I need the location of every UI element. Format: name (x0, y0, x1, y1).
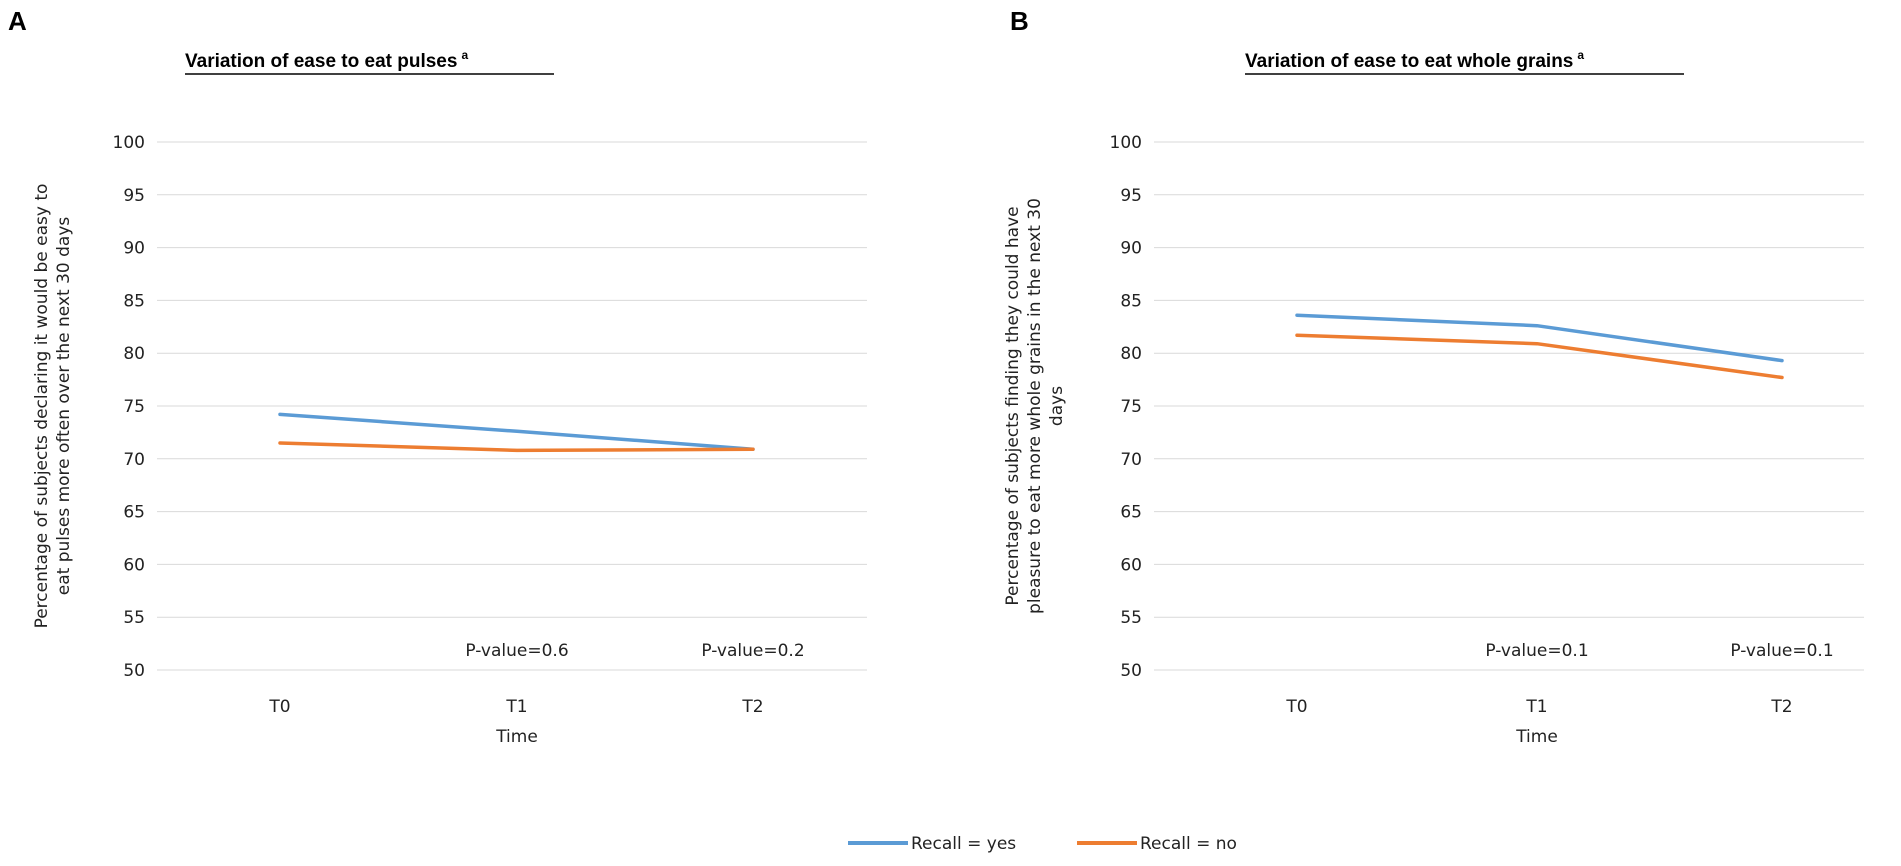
y-tick-label-a-70: 70 (123, 450, 145, 470)
y-tick-label-b-100: 100 (1110, 133, 1142, 153)
chart-title-a-text: Variation of ease to eat pulses (185, 51, 457, 72)
y-tick-label-b-60: 60 (1120, 555, 1142, 575)
y-axis-label-line-a-1: Percentage of subjects declaring it woul… (32, 184, 52, 629)
y-axis-label-line-b-3: days (1047, 386, 1067, 426)
x-tick-label-b-t0: T0 (1285, 697, 1307, 717)
y-tick-label-b-50: 50 (1120, 661, 1142, 681)
series-line-a-recall-yes (278, 412, 755, 452)
y-tick-label-b-75: 75 (1120, 397, 1142, 417)
y-tick-label-b-90: 90 (1120, 239, 1142, 259)
y-tick-label-a-65: 65 (123, 503, 145, 523)
series-line-a-recall-no (278, 441, 755, 453)
y-tick-label-b-85: 85 (1120, 291, 1142, 311)
chart-title-b: Variation of ease to eat whole grains a (1245, 48, 1584, 72)
y-axis-label-line-b-2: pleasure to eat more whole grains in the… (1025, 198, 1045, 614)
x-axis-label-b: Time (1515, 727, 1558, 747)
series-line-b-recall-yes (1295, 313, 1784, 363)
legend-label-recall-no: Recall = no (1140, 834, 1237, 854)
y-tick-label-a-75: 75 (123, 397, 145, 417)
p-value-annotation-b-t1: P-value=0.1 (1485, 641, 1588, 661)
y-tick-label-a-60: 60 (123, 555, 145, 575)
chart-title-b-text: Variation of ease to eat whole grains (1245, 51, 1573, 72)
x-tick-label-a-t0: T0 (268, 697, 290, 717)
y-axis-label-line-a-2: eat pulses more often over the next 30 d… (54, 217, 74, 596)
chart-panel-a: 50 55 60 65 70 75 80 85 90 95 100 T0 T1 T2 Time Percent… (32, 133, 867, 747)
chart-title-a-sup: a (461, 48, 468, 62)
y-tick-label-a-85: 85 (123, 291, 145, 311)
x-axis-label-a: Time (495, 727, 538, 747)
y-axis-label-b: Percentage of subjects finding they coul… (1003, 198, 1067, 614)
y-tick-label-a-100: 100 (113, 133, 145, 153)
y-tick-label-b-55: 55 (1120, 608, 1142, 628)
y-tick-label-b-70: 70 (1120, 450, 1142, 470)
y-axis-label-line-b-1: Percentage of subjects finding they coul… (1003, 206, 1023, 605)
y-tick-label-a-55: 55 (123, 608, 145, 628)
y-axis-label-a: Percentage of subjects declaring it woul… (32, 184, 74, 629)
x-tick-label-b-t2: T2 (1770, 697, 1792, 717)
y-tick-label-a-80: 80 (123, 344, 145, 364)
panel-letter-a: A (8, 6, 27, 36)
p-value-annotation-b-t2: P-value=0.1 (1730, 641, 1833, 661)
series-line-b-recall-no (1295, 333, 1784, 380)
y-tick-label-a-90: 90 (123, 239, 145, 259)
panel-letter-b: B (1010, 6, 1029, 36)
y-tick-label-a-50: 50 (123, 661, 145, 681)
legend-label-recall-yes: Recall = yes (911, 834, 1016, 854)
chart-panel-b: 50 55 60 65 70 75 80 85 90 95 100 T0 T1 T2 Time Percent… (1003, 133, 1864, 747)
chart-title-b-sup: a (1577, 48, 1584, 62)
x-tick-label-b-t1: T1 (1525, 697, 1547, 717)
x-tick-label-a-t2: T2 (741, 697, 763, 717)
y-tick-label-b-80: 80 (1120, 344, 1142, 364)
x-tick-label-a-t1: T1 (505, 697, 527, 717)
p-value-annotation-a-t2: P-value=0.2 (701, 641, 804, 661)
y-tick-label-b-95: 95 (1120, 186, 1142, 206)
legend: Recall = yes Recall = no (848, 834, 1237, 854)
y-tick-label-a-95: 95 (123, 186, 145, 206)
y-tick-label-b-65: 65 (1120, 503, 1142, 523)
p-value-annotation-a-t1: P-value=0.6 (465, 641, 568, 661)
chart-title-a: Variation of ease to eat pulses a (185, 48, 468, 72)
